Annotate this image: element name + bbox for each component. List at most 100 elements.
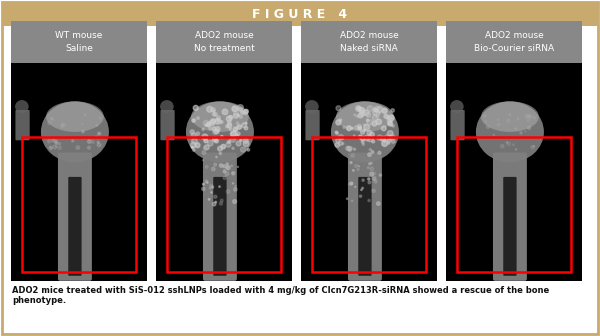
Circle shape	[370, 167, 374, 171]
Circle shape	[233, 113, 238, 118]
Circle shape	[349, 149, 351, 152]
Circle shape	[380, 136, 385, 141]
Circle shape	[335, 131, 338, 134]
FancyBboxPatch shape	[203, 153, 237, 281]
Circle shape	[215, 139, 218, 143]
Circle shape	[76, 146, 80, 149]
Text: phenotype.: phenotype.	[12, 296, 66, 305]
Circle shape	[336, 138, 340, 143]
Circle shape	[377, 135, 383, 140]
Circle shape	[242, 123, 247, 128]
Circle shape	[336, 106, 341, 111]
Circle shape	[240, 139, 242, 141]
Circle shape	[226, 142, 231, 147]
Circle shape	[335, 142, 340, 147]
Circle shape	[364, 124, 365, 126]
Circle shape	[215, 201, 217, 203]
Circle shape	[527, 126, 530, 129]
Circle shape	[52, 139, 55, 142]
Circle shape	[211, 108, 215, 112]
Circle shape	[209, 120, 215, 126]
Circle shape	[386, 116, 389, 119]
Circle shape	[379, 174, 382, 176]
Circle shape	[236, 134, 238, 136]
Circle shape	[371, 151, 374, 153]
Circle shape	[356, 115, 359, 117]
Ellipse shape	[186, 101, 254, 162]
Circle shape	[209, 127, 212, 130]
Ellipse shape	[481, 101, 539, 132]
Circle shape	[342, 142, 344, 144]
Circle shape	[362, 179, 364, 181]
Circle shape	[347, 146, 352, 151]
Circle shape	[382, 108, 387, 113]
FancyBboxPatch shape	[503, 177, 517, 276]
Circle shape	[193, 119, 196, 122]
Circle shape	[234, 129, 238, 132]
Circle shape	[190, 130, 194, 134]
Circle shape	[202, 151, 206, 155]
Circle shape	[359, 108, 365, 113]
Circle shape	[88, 146, 91, 149]
Circle shape	[367, 167, 369, 169]
Circle shape	[533, 116, 536, 119]
Circle shape	[391, 124, 392, 126]
Circle shape	[203, 120, 209, 126]
Circle shape	[217, 116, 220, 120]
Circle shape	[382, 126, 386, 131]
Circle shape	[214, 113, 217, 116]
Circle shape	[509, 114, 511, 115]
FancyBboxPatch shape	[160, 110, 175, 140]
Circle shape	[526, 118, 530, 121]
Circle shape	[220, 121, 223, 123]
Circle shape	[378, 151, 381, 154]
Circle shape	[356, 107, 361, 112]
Circle shape	[55, 146, 57, 148]
Circle shape	[388, 121, 392, 126]
Circle shape	[367, 120, 373, 125]
Circle shape	[48, 121, 51, 125]
Circle shape	[226, 167, 228, 169]
Circle shape	[349, 146, 353, 150]
Circle shape	[359, 127, 361, 130]
Circle shape	[370, 172, 374, 176]
Circle shape	[233, 188, 237, 191]
Circle shape	[205, 180, 208, 183]
Bar	[167, 137, 281, 272]
Circle shape	[195, 143, 200, 148]
Circle shape	[215, 118, 221, 124]
Circle shape	[382, 109, 386, 114]
Bar	[156, 21, 292, 63]
Circle shape	[55, 141, 56, 143]
Circle shape	[366, 113, 371, 117]
Bar	[301, 63, 437, 281]
Circle shape	[361, 189, 362, 191]
Ellipse shape	[191, 101, 249, 132]
Circle shape	[233, 200, 236, 203]
Circle shape	[506, 142, 508, 143]
Circle shape	[233, 111, 239, 116]
Circle shape	[369, 132, 374, 137]
Ellipse shape	[41, 101, 109, 162]
Circle shape	[214, 129, 219, 134]
Circle shape	[348, 147, 349, 148]
Circle shape	[225, 172, 229, 176]
Circle shape	[91, 140, 94, 143]
Circle shape	[350, 182, 353, 185]
Circle shape	[338, 141, 343, 145]
Circle shape	[367, 106, 373, 112]
Circle shape	[207, 182, 208, 183]
Circle shape	[212, 137, 217, 141]
Circle shape	[95, 136, 97, 138]
Ellipse shape	[476, 101, 544, 162]
Circle shape	[223, 170, 226, 173]
Circle shape	[374, 180, 377, 183]
FancyBboxPatch shape	[68, 177, 82, 276]
Circle shape	[241, 147, 245, 152]
Bar	[312, 137, 426, 272]
Circle shape	[213, 130, 217, 134]
Circle shape	[237, 132, 240, 135]
Circle shape	[226, 163, 229, 165]
Circle shape	[203, 146, 207, 150]
Circle shape	[388, 131, 393, 136]
